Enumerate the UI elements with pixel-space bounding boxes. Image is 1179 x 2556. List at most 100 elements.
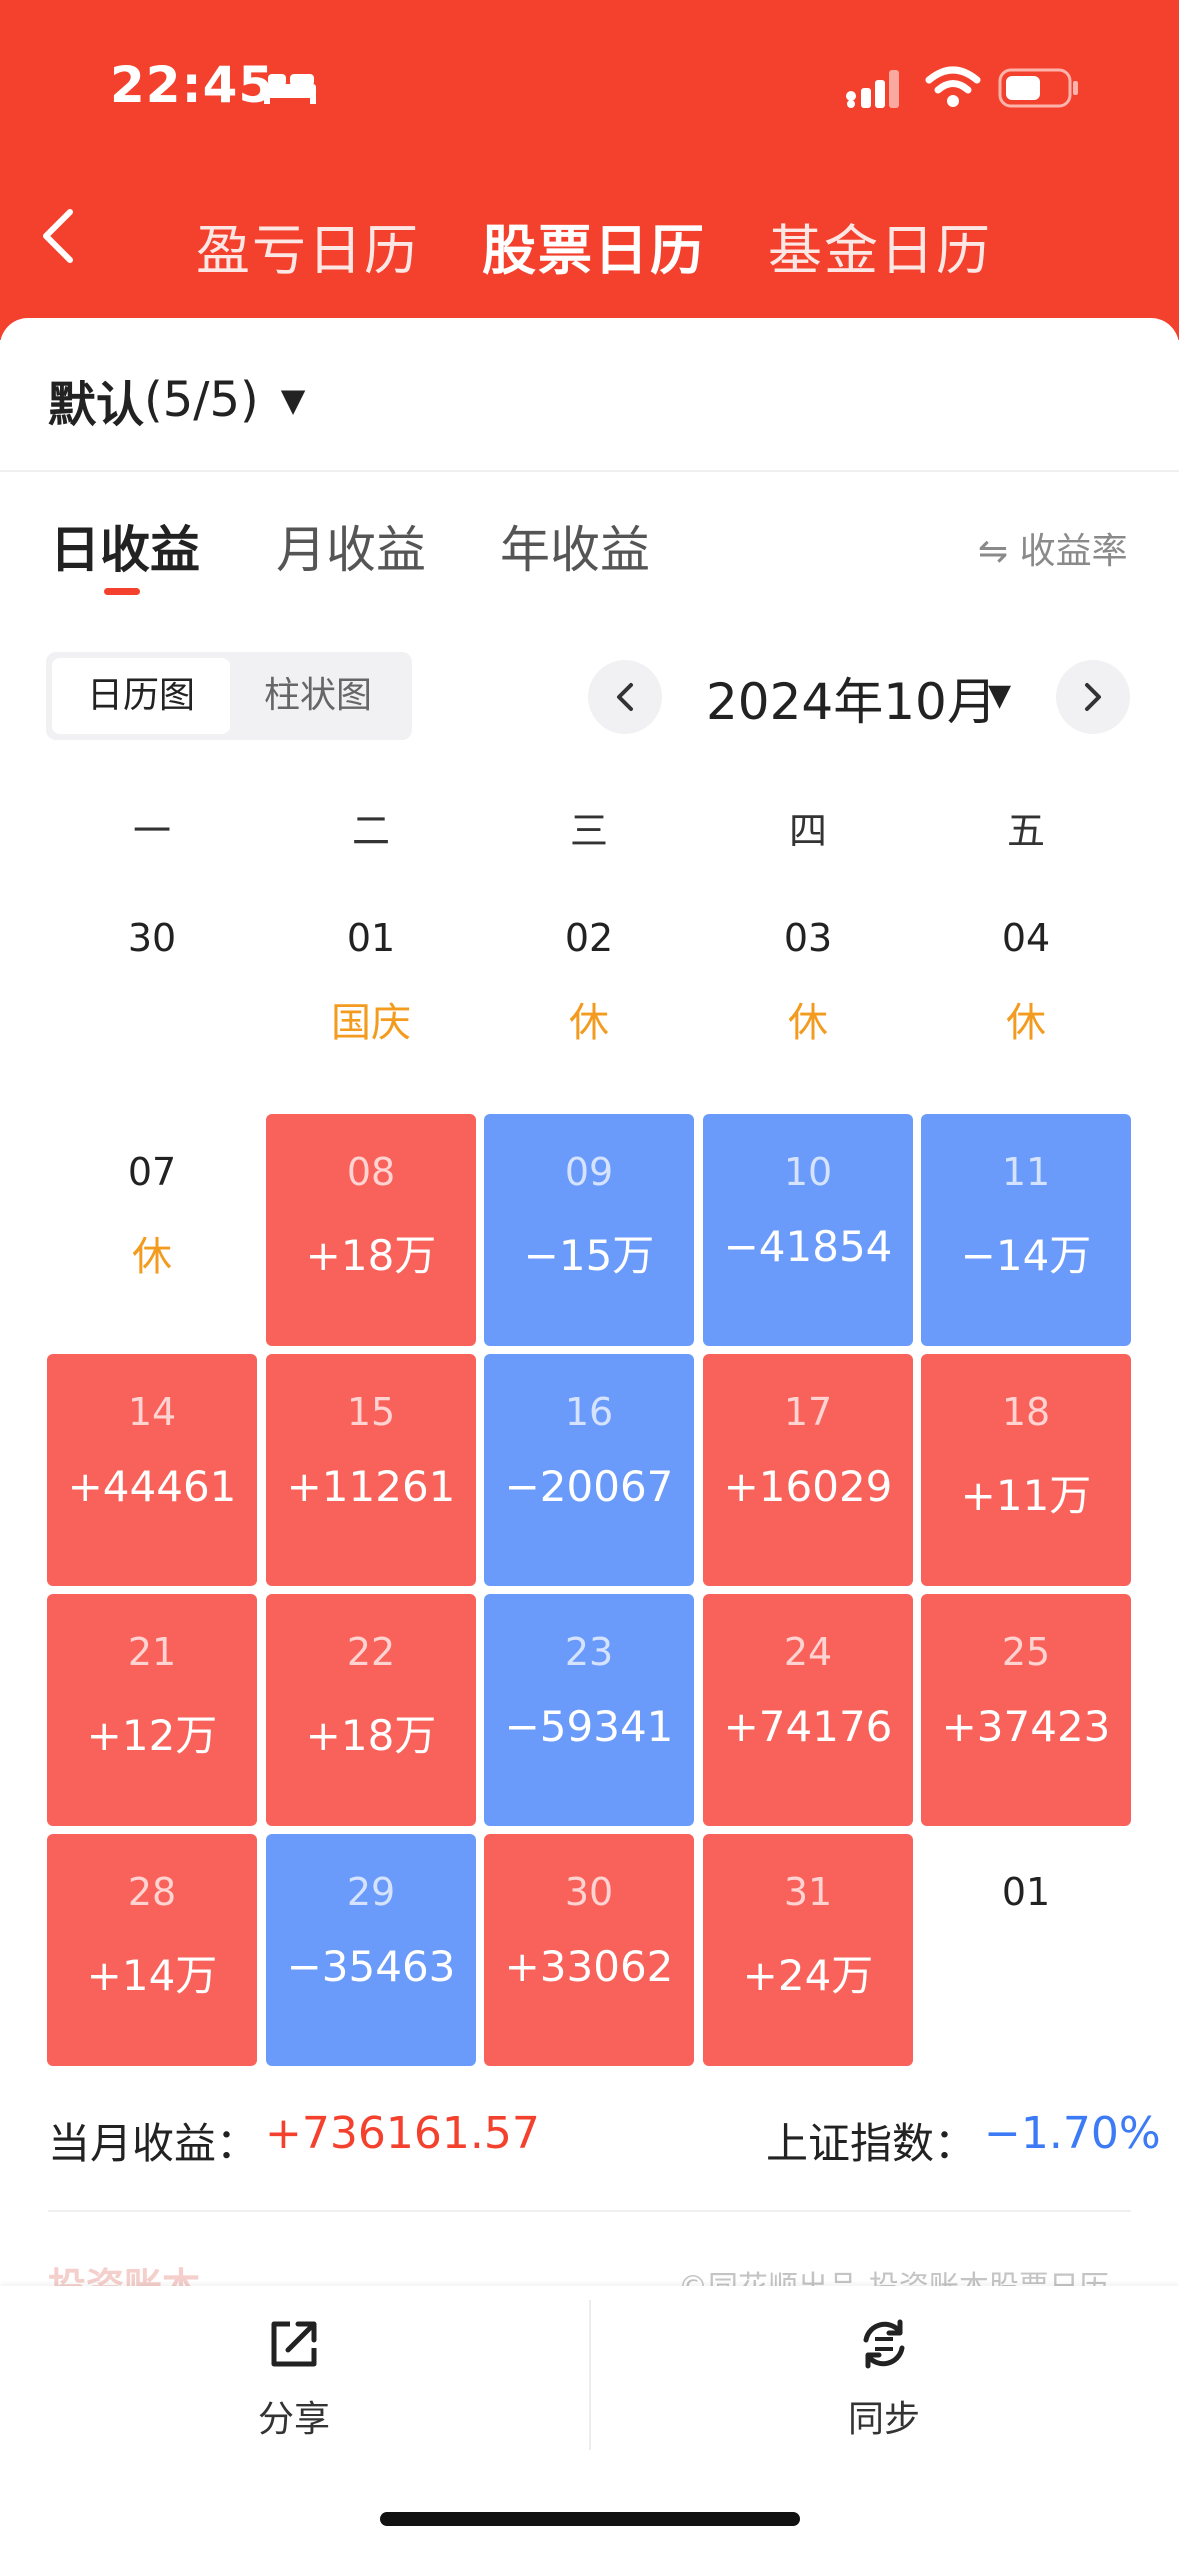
calendar-day-cell[interactable]: 07 休 [47,1114,257,1346]
calendar-holiday-note: 休 [788,1000,828,1046]
tab-stock-calendar[interactable]: 股票日历 [482,219,706,282]
calendar-day-profit: +18万 [305,1711,437,1760]
calendar-day-profit: −20067 [504,1462,674,1511]
calendar-holiday-note: 休 [569,1000,609,1046]
calendar-day-cell[interactable]: 02 休 [484,880,694,1112]
calendar-day-cell[interactable]: 24 +74176 [703,1594,913,1826]
calendar-day-number: 08 [346,1150,396,1194]
calendar-day-cell[interactable]: 23 −59341 [484,1594,694,1826]
calendar-day-profit: −15万 [523,1231,655,1280]
calendar-day-number: 18 [1001,1390,1051,1434]
divider [48,2210,1131,2212]
calendar-day-cell[interactable]: 09 −15万 [484,1114,694,1346]
bar-view-button[interactable]: 柱状图 [263,675,372,716]
calendar-day-number: 25 [1001,1630,1051,1674]
calendar-day-profit: +24万 [742,1951,874,2000]
calendar-day-profit: −14万 [960,1231,1092,1280]
month-selector[interactable]: 2024年10月 [706,673,997,731]
calendar-day-cell[interactable]: 29 −35463 [266,1834,476,2066]
weekday-label: 三 [569,809,608,853]
calendar-holiday-note: 休 [1006,1000,1046,1046]
calendar-day-cell[interactable]: 25 +37423 [921,1594,1131,1826]
calendar-day-number: 17 [783,1390,833,1434]
battery-icon [998,68,1078,108]
calendar-day-cell[interactable]: 04 休 [921,880,1131,1112]
calendar-holiday-note: 国庆 [331,1000,411,1046]
calendar-day-cell[interactable]: 15 +11261 [266,1354,476,1586]
calendar-day-cell[interactable]: 11 −14万 [921,1114,1131,1346]
calendar-day-number: 22 [346,1630,396,1674]
calendar-day-cell[interactable]: 10 −41854 [703,1114,913,1346]
cellular-signal-icon [846,70,899,108]
calendar-day-profit: +12万 [86,1711,218,1760]
weekday-label: 五 [1006,809,1045,853]
sse-index-value: −1.70% [984,2108,1161,2159]
divider [0,470,1179,472]
calendar-holiday-note: 休 [132,1234,172,1280]
profit-rate-toggle[interactable]: ⇋ 收益率 [978,531,1128,572]
calendar-day-profit: +33062 [504,1942,674,1991]
calendar-day-number: 01 [346,916,396,960]
back-chevron-icon[interactable] [38,208,78,264]
calendar-day-number: 02 [564,916,614,960]
calendar-day-number: 11 [1001,1150,1051,1194]
calendar-day-cell[interactable]: 28 +14万 [47,1834,257,2066]
calendar-day-cell[interactable]: 16 −20067 [484,1354,694,1586]
tab-fund-calendar[interactable]: 基金日历 [768,219,992,282]
weekday-label: 四 [788,809,827,853]
calendar-day-number: 04 [1001,916,1051,960]
caret-down-icon[interactable]: ▼ [988,678,1012,713]
calendar-day-cell[interactable]: 17 +16029 [703,1354,913,1586]
calendar-view-button[interactable]: 日历图 [52,658,230,734]
sync-label: 同步 [847,2399,920,2440]
share-label: 分享 [257,2399,330,2440]
caret-down-icon: ▼ [280,381,306,419]
calendar-day-cell[interactable]: 22 +18万 [266,1594,476,1826]
calendar-day-cell[interactable]: 30 [47,880,257,1112]
calendar-day-profit: +16029 [723,1462,893,1511]
calendar-day-number: 23 [564,1630,614,1674]
tab-profit-calendar[interactable]: 盈亏日历 [196,219,420,282]
calendar-day-number: 15 [346,1390,396,1434]
tab-yearly-profit[interactable]: 年收益 [500,521,650,579]
tab-daily-profit[interactable]: 日收益 [50,521,200,579]
wifi-icon [925,66,981,107]
calendar-day-profit: +37423 [941,1702,1111,1751]
sync-button[interactable]: 同步 [734,2316,1034,2442]
share-icon [271,2321,317,2367]
calendar-day-number: 16 [564,1390,614,1434]
calendar-day-number: 07 [127,1150,177,1194]
calendar-day-cell[interactable]: 18 +11万 [921,1354,1131,1586]
account-name: 默认 [48,377,145,433]
calendar-day-profit: +44461 [67,1462,237,1511]
calendar-day-number: 21 [127,1630,177,1674]
status-time: 22:45 [110,56,275,114]
sleep-mode-icon [264,74,316,104]
view-toggle: 日历图 柱状图 [46,652,412,740]
calendar-day-cell[interactable]: 01 [921,1834,1131,2066]
calendar-day-number: 03 [783,916,833,960]
calendar-day-number: 30 [127,916,177,960]
calendar-day-profit: −41854 [723,1222,893,1271]
calendar-day-cell[interactable]: 14 +44461 [47,1354,257,1586]
account-count: (5/5) [144,372,259,428]
calendar-day-cell[interactable]: 08 +18万 [266,1114,476,1346]
prev-month-button[interactable] [588,660,662,734]
account-group-select[interactable]: 默认 (5/5) ▼ [48,365,305,435]
calendar-day-profit: +18万 [305,1231,437,1280]
calendar-day-cell[interactable]: 01 国庆 [266,880,476,1112]
calendar-day-profit: +11261 [286,1462,456,1511]
next-month-button[interactable] [1056,660,1130,734]
calendar-day-number: 24 [783,1630,833,1674]
calendar-day-number: 10 [783,1150,833,1194]
calendar-day-cell[interactable]: 03 休 [703,880,913,1112]
calendar-day-cell[interactable]: 31 +24万 [703,1834,913,2066]
calendar-day-cell[interactable]: 21 +12万 [47,1594,257,1826]
tab-monthly-profit[interactable]: 月收益 [276,521,426,579]
calendar-day-cell[interactable]: 30 +33062 [484,1834,694,2066]
home-indicator [380,2512,800,2526]
weekday-label: 二 [351,809,390,853]
share-button[interactable]: 分享 [144,2316,444,2442]
calendar-day-profit: +14万 [86,1951,218,2000]
weekday-label: 一 [132,809,171,853]
